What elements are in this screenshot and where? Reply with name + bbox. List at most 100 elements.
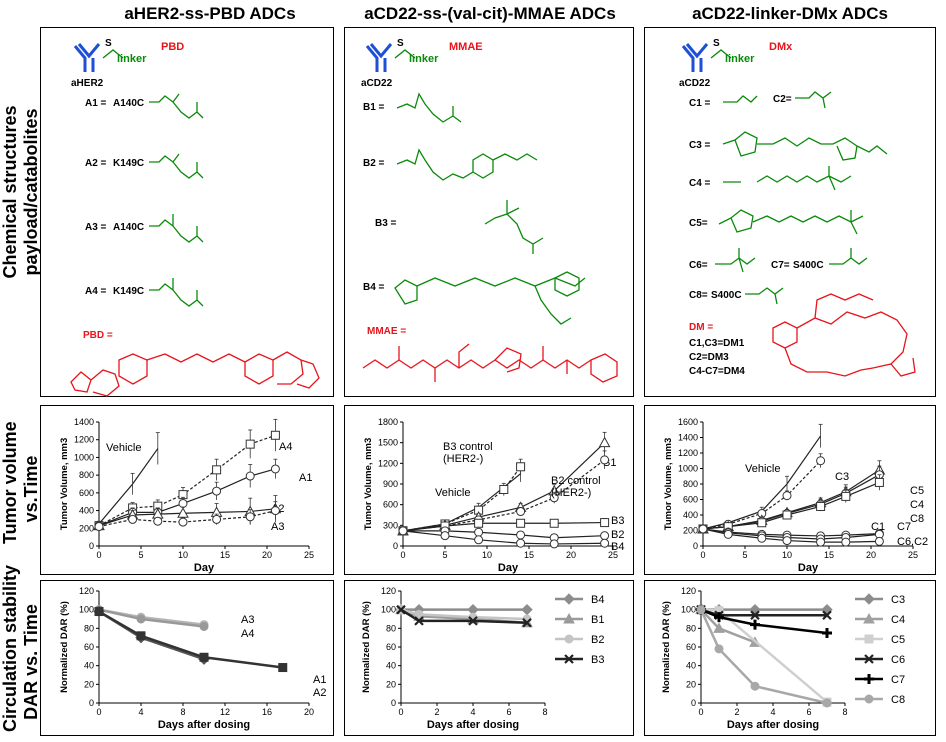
column-title-b: aCD22-ss-(val-cit)-MMAE ADCs bbox=[364, 4, 616, 23]
series-label: Vehicle bbox=[106, 442, 141, 454]
x-axis-label: Day bbox=[798, 562, 819, 574]
y-tick-label: 400 bbox=[683, 510, 698, 520]
chem-b3-id: B3 = bbox=[375, 218, 397, 229]
dm-note-2: C2=DM3 bbox=[689, 352, 729, 363]
chem-c7-id: C7= bbox=[771, 260, 790, 271]
x-tick-label: 10 bbox=[178, 550, 188, 560]
pbd-structure bbox=[70, 351, 320, 397]
y-axis-label: Tumor Volume, mm3 bbox=[59, 438, 70, 531]
series-label: C4 bbox=[910, 499, 924, 511]
data-point bbox=[199, 652, 209, 662]
dar-chart-a: 0 4 8 12 16 20 0 20 40 60 80 100 120 Days after dosin… bbox=[59, 586, 326, 731]
y-tick-label: 120 bbox=[381, 586, 396, 596]
series-label: A4 bbox=[279, 441, 292, 453]
series-b4: B4 bbox=[398, 526, 624, 553]
y-tick-label: 1200 bbox=[378, 458, 398, 468]
series-label: C8 bbox=[910, 513, 924, 525]
row-label-chem-line1: Chemical structures bbox=[0, 105, 20, 279]
data-point bbox=[468, 616, 478, 626]
data-point bbox=[212, 465, 222, 475]
legend-label: C7 bbox=[891, 674, 905, 686]
y-tick-label: 80 bbox=[686, 623, 696, 633]
x-tick-label: 15 bbox=[524, 550, 534, 560]
y-tick-label: 1200 bbox=[74, 435, 94, 445]
data-point bbox=[600, 518, 610, 528]
data-point bbox=[757, 533, 767, 543]
data-point bbox=[600, 455, 610, 465]
data-point bbox=[750, 619, 760, 630]
y-axis-label: Normalized DAR (%) bbox=[361, 601, 372, 693]
data-point bbox=[474, 518, 484, 528]
data-point bbox=[270, 506, 280, 516]
row-label-dar-line2: DAR vs. Time bbox=[21, 604, 41, 720]
tumor-chart-a: 0 5 10 15 20 25 0 200 400 600 800 1000 1200 1400 Day Tu… bbox=[59, 417, 314, 574]
x-tick-label: 8 bbox=[180, 707, 185, 717]
legend-marker bbox=[863, 612, 875, 624]
dm-structure bbox=[772, 293, 916, 377]
data-point bbox=[270, 430, 280, 440]
chem-panel-b: S linker MMAE aCD22 B1 = B2 = B3 = B4 = … bbox=[344, 27, 634, 397]
data-point bbox=[178, 498, 188, 508]
series-label: A3 bbox=[241, 614, 254, 626]
x-tick-label: 20 bbox=[262, 550, 272, 560]
x-tick-label: 5 bbox=[138, 550, 143, 560]
chem-a4-id: A4 = bbox=[85, 286, 107, 297]
series-label: C5 bbox=[910, 485, 924, 497]
data-point bbox=[600, 531, 610, 541]
legend-label: C5 bbox=[891, 634, 905, 646]
series-c8: C8 bbox=[698, 474, 924, 534]
y-tick-label: 60 bbox=[386, 642, 396, 652]
x-tick-label: 4 bbox=[770, 707, 775, 717]
chem-c4-id: C4 = bbox=[689, 178, 711, 189]
y-tick-label: 200 bbox=[683, 526, 698, 536]
chem-c3-id: C3 = bbox=[689, 140, 711, 151]
data-point bbox=[874, 536, 884, 546]
y-tick-label: 200 bbox=[79, 523, 94, 533]
data-point bbox=[822, 610, 832, 621]
data-point bbox=[841, 537, 851, 547]
dm-note-1: C1,C3=DM1 bbox=[689, 338, 745, 349]
legend-label: B3 bbox=[591, 654, 604, 666]
x-tick-label: 5 bbox=[742, 550, 747, 560]
x-axis-label: Day bbox=[498, 562, 519, 574]
x-axis-label: Days after dosing bbox=[727, 719, 819, 731]
series-label: B2 bbox=[611, 529, 624, 541]
dar-panel-b: 0 2 4 6 8 0 20 40 60 80 100 120 Days after dosing Nor… bbox=[344, 580, 634, 736]
data-point bbox=[816, 501, 826, 511]
data-point bbox=[516, 507, 526, 517]
mmae-label: MMAE = bbox=[367, 326, 406, 337]
data-point bbox=[698, 524, 708, 534]
y-tick-label: 60 bbox=[84, 642, 94, 652]
x-tick-label: 15 bbox=[824, 550, 834, 560]
data-point bbox=[245, 471, 255, 481]
antibody-icon bbox=[73, 43, 101, 72]
legend-marker bbox=[564, 654, 574, 664]
antibody-label: aCD22 bbox=[679, 78, 711, 89]
data-point bbox=[136, 631, 146, 641]
y-tick-label: 60 bbox=[686, 642, 696, 652]
data-point bbox=[750, 681, 760, 691]
y-tick-label: 600 bbox=[683, 495, 698, 505]
tumor-chart-b: 0 5 10 15 20 25 0 300 600 900 1200 1500 1800 Day Tumor… bbox=[363, 417, 624, 574]
series-label: Vehicle bbox=[435, 487, 470, 499]
row-label-chem-line2: payload/catabolites bbox=[21, 108, 41, 276]
x-tick-label: 25 bbox=[908, 550, 918, 560]
x-tick-label: 10 bbox=[782, 550, 792, 560]
x-tick-label: 15 bbox=[220, 550, 230, 560]
series-line bbox=[402, 473, 521, 532]
row-label-dar: Circulation stability DAR vs. Time bbox=[0, 565, 44, 732]
data-point bbox=[128, 514, 138, 524]
series-label: A1 bbox=[299, 472, 312, 484]
row-label-tumor-line2: vs.Time bbox=[21, 455, 41, 523]
linker-label: linker bbox=[409, 53, 439, 65]
axes: 0 4 8 12 16 20 0 20 40 60 80 100 120 Days after dosin… bbox=[59, 586, 314, 731]
x-axis-label: Day bbox=[194, 562, 215, 574]
axes: 0 5 10 15 20 25 0 200 400 600 800 1000 1200 1400 Day Tu… bbox=[59, 417, 314, 574]
data-point bbox=[516, 530, 526, 540]
row-label-chem: Chemical structures payload/catabolites bbox=[0, 87, 44, 297]
x-tick-label: 2 bbox=[434, 707, 439, 717]
series-line bbox=[400, 608, 528, 621]
data-point bbox=[177, 507, 189, 518]
